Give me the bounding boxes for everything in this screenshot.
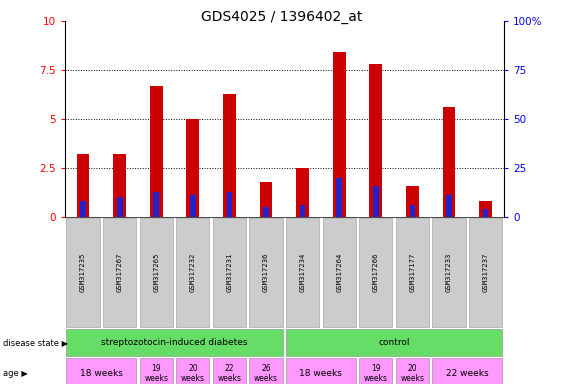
Bar bbox=[80, 201, 86, 217]
Bar bbox=[373, 185, 379, 217]
Bar bbox=[336, 178, 342, 217]
Text: GSM317236: GSM317236 bbox=[263, 253, 269, 292]
Bar bbox=[150, 86, 163, 217]
Bar bbox=[333, 53, 346, 217]
Text: GSM317237: GSM317237 bbox=[482, 253, 489, 292]
Bar bbox=[263, 207, 269, 217]
Text: control: control bbox=[378, 338, 410, 347]
Text: 19
weeks: 19 weeks bbox=[144, 364, 168, 383]
Text: GSM317264: GSM317264 bbox=[336, 253, 342, 292]
Bar bbox=[77, 154, 90, 217]
Text: 20
weeks: 20 weeks bbox=[400, 364, 425, 383]
Bar bbox=[446, 195, 452, 217]
Text: GSM317265: GSM317265 bbox=[153, 253, 159, 292]
Text: GSM317233: GSM317233 bbox=[446, 253, 452, 292]
Bar bbox=[113, 154, 126, 217]
Bar bbox=[369, 64, 382, 217]
Bar bbox=[117, 197, 123, 217]
Bar bbox=[300, 205, 306, 217]
Bar bbox=[190, 195, 196, 217]
Text: 20
weeks: 20 weeks bbox=[181, 364, 205, 383]
Text: GSM317266: GSM317266 bbox=[373, 253, 379, 292]
Bar bbox=[479, 201, 492, 217]
Bar bbox=[153, 192, 159, 217]
Bar bbox=[226, 192, 233, 217]
Bar bbox=[223, 94, 236, 217]
Text: 26
weeks: 26 weeks bbox=[254, 364, 278, 383]
Bar bbox=[406, 185, 419, 217]
Text: GDS4025 / 1396402_at: GDS4025 / 1396402_at bbox=[201, 10, 362, 23]
Text: GSM317235: GSM317235 bbox=[80, 253, 86, 292]
Text: 22 weeks: 22 weeks bbox=[446, 369, 489, 378]
Bar bbox=[260, 182, 272, 217]
Text: GSM317232: GSM317232 bbox=[190, 253, 196, 292]
Bar bbox=[296, 168, 309, 217]
Text: age ▶: age ▶ bbox=[3, 369, 28, 378]
Bar bbox=[186, 119, 199, 217]
Text: 18 weeks: 18 weeks bbox=[300, 369, 342, 378]
Text: streptozotocin-induced diabetes: streptozotocin-induced diabetes bbox=[101, 338, 248, 347]
Text: 22
weeks: 22 weeks bbox=[217, 364, 242, 383]
Bar bbox=[443, 107, 455, 217]
Text: GSM317231: GSM317231 bbox=[226, 253, 233, 292]
Text: GSM317234: GSM317234 bbox=[300, 253, 306, 292]
Text: GSM317177: GSM317177 bbox=[409, 253, 415, 292]
Text: disease state ▶: disease state ▶ bbox=[3, 338, 68, 347]
Bar bbox=[482, 209, 489, 217]
Bar bbox=[409, 205, 415, 217]
Text: 19
weeks: 19 weeks bbox=[364, 364, 388, 383]
Text: GSM317267: GSM317267 bbox=[117, 253, 123, 292]
Text: 18 weeks: 18 weeks bbox=[80, 369, 123, 378]
